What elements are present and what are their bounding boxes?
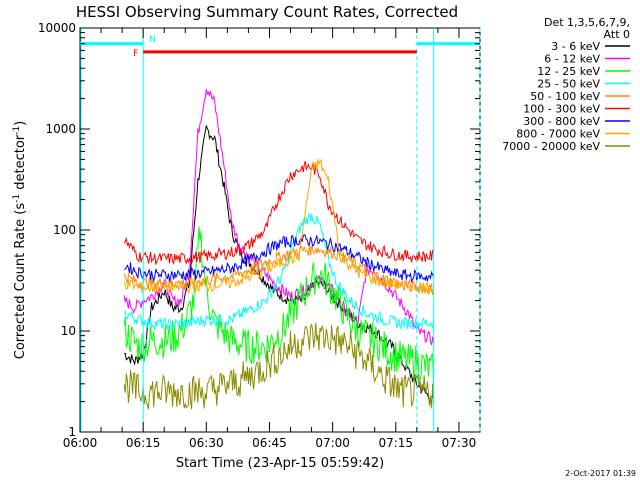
x-tick-label: 07:15: [378, 436, 413, 450]
flare-marker: F: [133, 49, 138, 59]
series-line-6: [123, 160, 435, 266]
x-tick-label: 06:30: [189, 436, 224, 450]
y-axis-label-sup1: -1: [12, 194, 22, 203]
legend-label: 100 - 300 keV: [523, 103, 600, 116]
legend-label: 800 - 7000 keV: [516, 128, 600, 141]
x-tick-label: 06:45: [252, 436, 287, 450]
plot-frame: [79, 27, 481, 433]
legend-label: 25 - 50 keV: [537, 78, 600, 91]
x-tick-label: 07:00: [315, 436, 350, 450]
y-axis-label-mid: detector: [13, 134, 28, 194]
y-axis-label-sup2: -1: [12, 126, 22, 135]
y-axis-label-main: Corrected Count Rate (s: [13, 203, 28, 360]
series-line-7: [124, 233, 435, 283]
legend-label: 12 - 25 keV: [537, 65, 600, 78]
y-axis-label: Corrected Count Rate (s-1 detector-1): [12, 121, 28, 359]
x-tick-label: 06:00: [63, 436, 98, 450]
legend-label: 6 - 12 keV: [544, 53, 600, 66]
y-tick-label: 1000: [45, 122, 76, 136]
x-tick-label: 06:15: [126, 436, 161, 450]
y-tick-label: 100: [53, 223, 76, 237]
series-line-9: [123, 322, 435, 410]
series-line-4: [124, 213, 435, 332]
x-axis-label: Start Time (23-Apr-15 05:59:42): [176, 456, 384, 471]
legend-label: 7000 - 20000 keV: [502, 140, 600, 153]
axis-ticks: 06:00 06:15 06:30 06:45 07:00 07:15 07:30 1 10 10…: [38, 21, 480, 450]
legend-label: 300 - 800 keV: [523, 115, 600, 128]
x-tick-label: 07:30: [442, 436, 477, 450]
data-lines: [123, 89, 435, 410]
series-line-5: [123, 243, 435, 296]
plot-border: [79, 27, 481, 433]
overlay: FN: [80, 28, 481, 432]
legend-header: Att 0: [604, 28, 630, 41]
chart-title: HESSI Observing Summary Count Rates, Cor…: [76, 3, 458, 21]
y-tick-label: 10000: [38, 21, 76, 35]
legend-header: Det 1,3,5,6,7,9,: [544, 16, 630, 29]
footer-timestamp: 2-Oct-2017 01:39: [565, 469, 636, 478]
series-line-3: [123, 226, 435, 386]
night-marker: N: [149, 35, 156, 45]
legend-label: 50 - 100 keV: [530, 90, 600, 103]
legend-label: 3 - 6 keV: [551, 40, 600, 53]
series-line-8: [123, 158, 435, 295]
y-tick-label: 10: [61, 324, 76, 338]
y-tick-label: 1: [68, 425, 76, 439]
y-axis-label-end: ): [13, 121, 28, 126]
